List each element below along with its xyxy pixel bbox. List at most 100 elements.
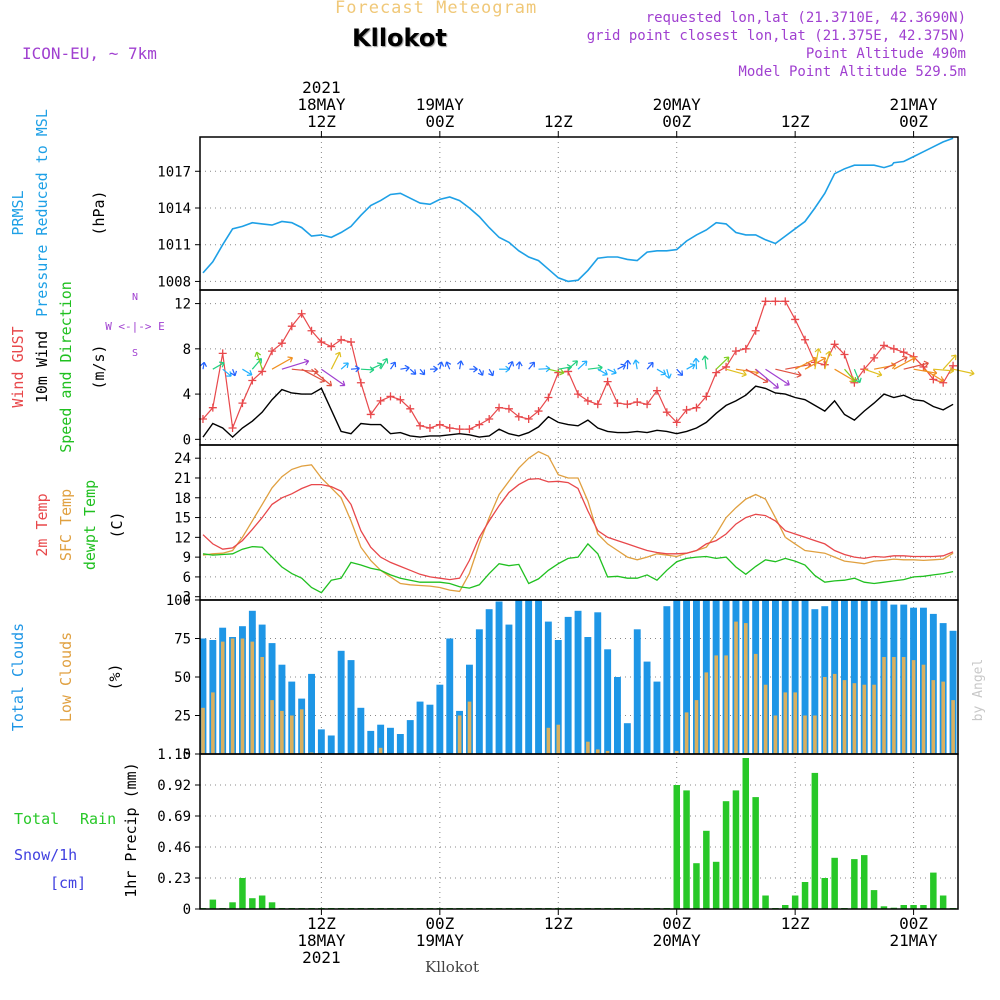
wind-arrow-icon-14 <box>340 362 349 370</box>
total-cloud-bar-14 <box>337 650 345 754</box>
low-cloud-bar-49 <box>684 712 689 754</box>
ytick-label-clouds-0: 0 <box>183 747 191 763</box>
low-cloud-bar-72 <box>911 660 916 754</box>
panel-frame-pressure <box>199 136 959 291</box>
direction-label: Speed and Direction <box>57 281 75 453</box>
wind-speed-line <box>202 385 954 439</box>
ytick-label-temperature-0: 3 <box>183 590 191 606</box>
gust-point-10 <box>297 309 306 318</box>
top-time-label-4-0: 12Z <box>781 112 810 131</box>
ytick-label-pressure-2: 1014 <box>157 201 191 217</box>
ytick-label-temperature-4: 15 <box>174 511 191 527</box>
wind-arrow-icon-62 <box>814 348 822 370</box>
compass-north: N <box>132 292 138 303</box>
total-cloud-bar-23 <box>426 704 434 754</box>
low-cloud-bar-67 <box>862 684 867 754</box>
low-cloud-bar-71 <box>901 657 906 754</box>
low-cloud-bar-55 <box>744 623 748 754</box>
precip-bar-53 <box>722 801 730 909</box>
wind-arrow-icon-18 <box>380 357 389 370</box>
precip-bar-73 <box>920 905 927 909</box>
wind-arrow-icon-51 <box>701 355 709 370</box>
bottom-time-label-0-0: 12Z <box>307 914 336 933</box>
gust-point-55 <box>741 344 750 353</box>
gust-point-50 <box>692 403 701 412</box>
gust-point-65 <box>840 350 849 359</box>
wind-arrow-icon-13 <box>330 351 342 370</box>
low-cloud-bar-76 <box>951 700 955 754</box>
gust-point-48 <box>672 418 681 427</box>
gust-point-9 <box>287 322 296 331</box>
gust-point-3 <box>228 424 237 433</box>
pressure-line <box>202 137 954 283</box>
wind-arrow-icon-34 <box>538 365 551 373</box>
total-cloud-bar-32 <box>515 600 523 754</box>
point-altitude: Point Altitude 490m <box>805 46 966 62</box>
gust-point-13 <box>327 342 336 351</box>
wind-arrow-icon-73 <box>923 368 944 383</box>
total-cloud-bar-65 <box>841 600 848 754</box>
low-cloud-bar-18 <box>378 747 383 754</box>
gust-point-38 <box>574 390 583 399</box>
gust-point-30 <box>495 403 504 412</box>
precip-bar-69 <box>880 906 888 909</box>
total-cloud-bar-58 <box>772 600 779 754</box>
requested-coords: requested lon,lat (21.3710E, 42.3690N) <box>645 10 966 26</box>
gust-point-44 <box>633 398 642 407</box>
wind-arrow-icon-11 <box>311 368 333 387</box>
bottom-time-label-1-1: 19MAY <box>416 931 465 950</box>
compass-west-east: W <-|-> E <box>105 320 165 333</box>
model-altitude: Model Point Altitude 529.5m <box>738 64 966 80</box>
gust-point-7 <box>268 347 277 356</box>
wind-arrow-icon-53 <box>725 368 747 378</box>
precip-bar-60 <box>791 895 799 909</box>
low-cloud-bar-63 <box>823 677 827 754</box>
total-cloud-bar-61 <box>801 600 809 754</box>
compass-south: S <box>132 348 138 359</box>
low-cloud-bar-36 <box>556 724 561 754</box>
total-cloud-bar-31 <box>505 624 513 754</box>
total-cloud-bar-36 <box>554 640 562 754</box>
gust-point-17 <box>366 410 375 419</box>
wind-arrow-icon-45 <box>646 361 654 370</box>
total-cloud-bar-67 <box>860 600 868 754</box>
total-cloud-bar-11 <box>308 673 315 754</box>
wind-arrow-icon-56 <box>755 368 779 389</box>
gust-point-46 <box>652 386 661 395</box>
low-cloud-bar-53 <box>724 655 728 754</box>
gust-point-35 <box>544 393 553 402</box>
total-cloud-bar-62 <box>811 609 819 754</box>
bottom-time-label-5-0: 00Z <box>899 914 928 933</box>
low-cloud-bar-35 <box>546 727 551 754</box>
gust-point-19 <box>386 392 395 401</box>
low-cloud-bar-58 <box>773 715 778 754</box>
wind-arrow-icon-6 <box>254 351 263 370</box>
total-cloud-bar-8 <box>278 664 286 754</box>
total-cloud-bar-24 <box>436 684 444 754</box>
wind-arrow-icon-20 <box>400 364 410 372</box>
wind-arrow-icon-22 <box>419 368 426 376</box>
gust-point-12 <box>317 338 326 347</box>
gust-point-15 <box>347 338 356 347</box>
bottom-time-label-3-0: 00Z <box>662 914 691 933</box>
low-cloud-bar-26 <box>457 715 462 754</box>
low-cloud-bar-8 <box>280 710 284 754</box>
ytick-label-wind-2: 8 <box>183 342 191 358</box>
precip-bar-72 <box>910 905 917 909</box>
wind-arrow-icon-47 <box>665 369 672 379</box>
precip-bar-49 <box>683 790 690 909</box>
precip-bar-63 <box>821 878 828 909</box>
wind-arrow-icon-42 <box>617 363 627 370</box>
wind-arrow-icon-58 <box>775 368 802 378</box>
wind-arrow-icon-7 <box>271 356 294 370</box>
precip-snow-unit: [cm] <box>50 874 86 892</box>
total-cloud-bar-20 <box>396 734 404 754</box>
precip-total-label: Total <box>14 810 59 828</box>
precip-bar-68 <box>870 890 878 909</box>
total-cloud-bar-30 <box>495 601 503 754</box>
ytick-label-temperature-2: 9 <box>183 550 191 566</box>
gust-point-21 <box>406 404 415 413</box>
low-cloud-bar-59 <box>783 692 788 754</box>
gust-point-25 <box>445 424 454 433</box>
gust-point-59 <box>781 297 790 306</box>
